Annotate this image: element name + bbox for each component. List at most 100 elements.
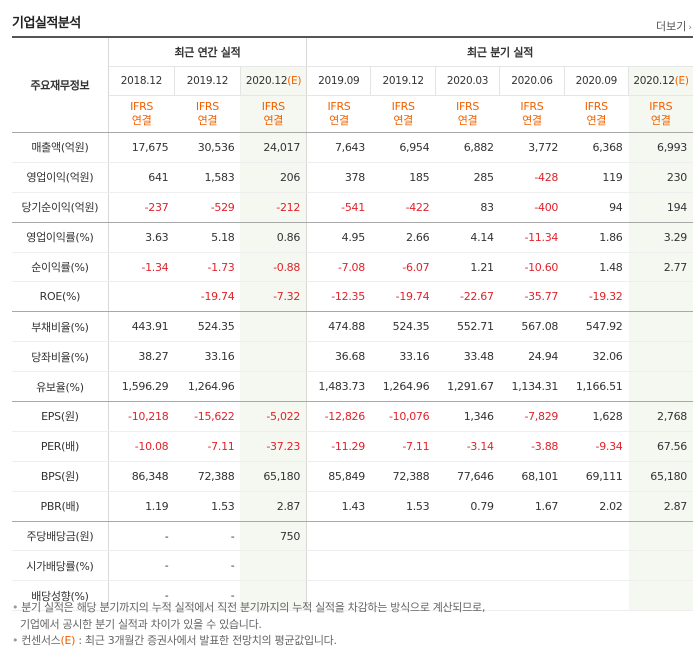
table-cell: -19.74 [174, 281, 241, 313]
table-cell [499, 550, 565, 582]
column-basis: IFRS 연결 [628, 95, 693, 133]
column-date-label: 2019.12 [186, 75, 229, 87]
table-cell [628, 521, 693, 552]
table-cell: 6,993 [628, 132, 693, 163]
ifrs-label: IFRS [130, 100, 154, 113]
table-cell: -11.29 [306, 431, 371, 462]
table-cell: 194 [628, 192, 693, 223]
table-cell: 2.77 [628, 252, 693, 283]
column-date-label: 2020.06 [511, 75, 553, 87]
column-date: 2019.12 [370, 66, 436, 96]
table-cell: -237 [108, 192, 175, 223]
table-cell [240, 341, 308, 373]
table-cell: -35.77 [499, 281, 565, 313]
table-row: 배당성향(%) - - [12, 580, 693, 612]
column-date-label: 2020.03 [446, 75, 489, 87]
table-cell: 6,882 [435, 132, 500, 163]
table-cell: 206 [240, 162, 308, 193]
column-basis: IFRS 연결 [370, 95, 436, 133]
table-cell: 1.48 [564, 252, 629, 283]
row-label: 당좌비율(%) [12, 341, 109, 373]
table-cell: 72,388 [370, 461, 436, 492]
table-cell: 67.56 [628, 431, 693, 462]
table-cell: -529 [174, 192, 241, 223]
table-cell [628, 371, 693, 403]
consolidated-label: 연결 [586, 114, 607, 127]
table-cell: -19.74 [370, 281, 436, 313]
table-cell [628, 580, 693, 612]
consolidated-label: 연결 [393, 114, 413, 127]
column-basis: IFRS 연결 [564, 95, 629, 133]
table-cell [435, 521, 500, 552]
table-row: 당좌비율(%) 38.27 33.16 36.68 33.16 33.48 24.94 32.… [12, 341, 693, 373]
table-cell: -541 [306, 192, 371, 223]
table-cell [240, 311, 308, 343]
row-label: 부채비율(%) [12, 311, 109, 343]
table-cell: 1.53 [370, 491, 436, 522]
table-cell [370, 580, 436, 612]
table-cell: 1,628 [564, 401, 629, 432]
table-cell: -22.67 [435, 281, 500, 313]
table-cell: -212 [240, 192, 308, 223]
table-cell [435, 550, 500, 582]
table-cell: -3.14 [435, 431, 500, 462]
row-label: 당기순이익(억원) [12, 192, 109, 223]
table-cell: -10.60 [499, 252, 565, 283]
table-cell: 1,346 [435, 401, 500, 432]
table-cell: 24.94 [499, 341, 565, 373]
table-cell: 474.88 [306, 311, 371, 343]
table-cell: -12.35 [306, 281, 371, 313]
table-cell: - [174, 550, 241, 582]
consolidated-label: 연결 [329, 114, 349, 127]
column-date: 2020.12(E) [628, 66, 693, 96]
table-cell: 30,536 [174, 132, 241, 163]
table-row: 부채비율(%) 443.91 524.35 474.88 524.35 552.71 567… [12, 311, 693, 343]
consolidated-label: 연결 [263, 114, 284, 127]
chevron-right-icon: › [688, 23, 692, 33]
consolidated-label: 연결 [131, 114, 152, 127]
table-cell [564, 550, 629, 582]
table-cell [628, 341, 693, 373]
table-cell [628, 311, 693, 343]
ifrs-label: IFRS [195, 100, 219, 113]
table-cell [370, 521, 436, 552]
more-link[interactable]: 더보기 › [656, 18, 692, 34]
column-date: 2020.03 [435, 66, 501, 96]
table-row: 매출액(억원) 17,675 30,536 24,017 7,643 6,954 6,882… [12, 132, 693, 163]
table-cell: - [174, 521, 241, 552]
ifrs-label: IFRS [261, 100, 285, 113]
table-cell: 1,483.73 [306, 371, 371, 403]
column-date: 2019.09 [306, 66, 372, 96]
table-cell: 1,166.51 [564, 371, 629, 403]
table-cell: 1.86 [564, 222, 629, 253]
table-cell: -7.08 [306, 252, 371, 283]
table-cell: 1.53 [174, 491, 241, 522]
table-cell: -37.23 [240, 431, 308, 462]
table-cell: 552.71 [435, 311, 500, 343]
table-cell: 2.02 [564, 491, 629, 522]
column-date: 2020.06 [499, 66, 565, 96]
table-cell: -15,622 [174, 401, 241, 432]
row-label: 매출액(억원) [12, 132, 109, 163]
column-basis: IFRS 연결 [108, 95, 175, 133]
table-cell [370, 550, 436, 582]
table-cell: 17,675 [108, 132, 175, 163]
column-date: 2018.12 [108, 66, 175, 96]
column-date: 2020.09 [564, 66, 630, 96]
column-date-label: 2019.09 [318, 75, 360, 87]
table-cell [240, 371, 308, 403]
table-row: 순이익률(%) -1.34 -1.73 -0.88 -7.08 -6.07 1.21 -10.… [12, 252, 693, 283]
table-cell: 7,643 [306, 132, 371, 163]
row-label: 주당배당금(원) [12, 521, 109, 552]
table-row: 당기순이익(억원) -237 -529 -212 -541 -422 83 -400 94 194 [12, 192, 693, 223]
table-cell [240, 580, 308, 612]
column-basis: IFRS 연결 [435, 95, 500, 133]
footnote-consensus: • 컨센서스(E) : 최근 3개월간 증권사에서 발표한 전망치의 평균값입니다… [12, 634, 337, 647]
table-row: ROE(%) -19.74 -7.32 -12.35 -19.74 -22.67 -35.7… [12, 281, 693, 313]
table-row: 유보율(%) 1,596.29 1,264.96 1,483.73 1,264.96 1,… [12, 371, 693, 403]
ifrs-label: IFRS [456, 100, 480, 113]
table-cell: -422 [370, 192, 436, 223]
table-cell: 524.35 [174, 311, 241, 343]
table-cell: -1.34 [108, 252, 175, 283]
table-cell: 32.06 [564, 341, 629, 373]
